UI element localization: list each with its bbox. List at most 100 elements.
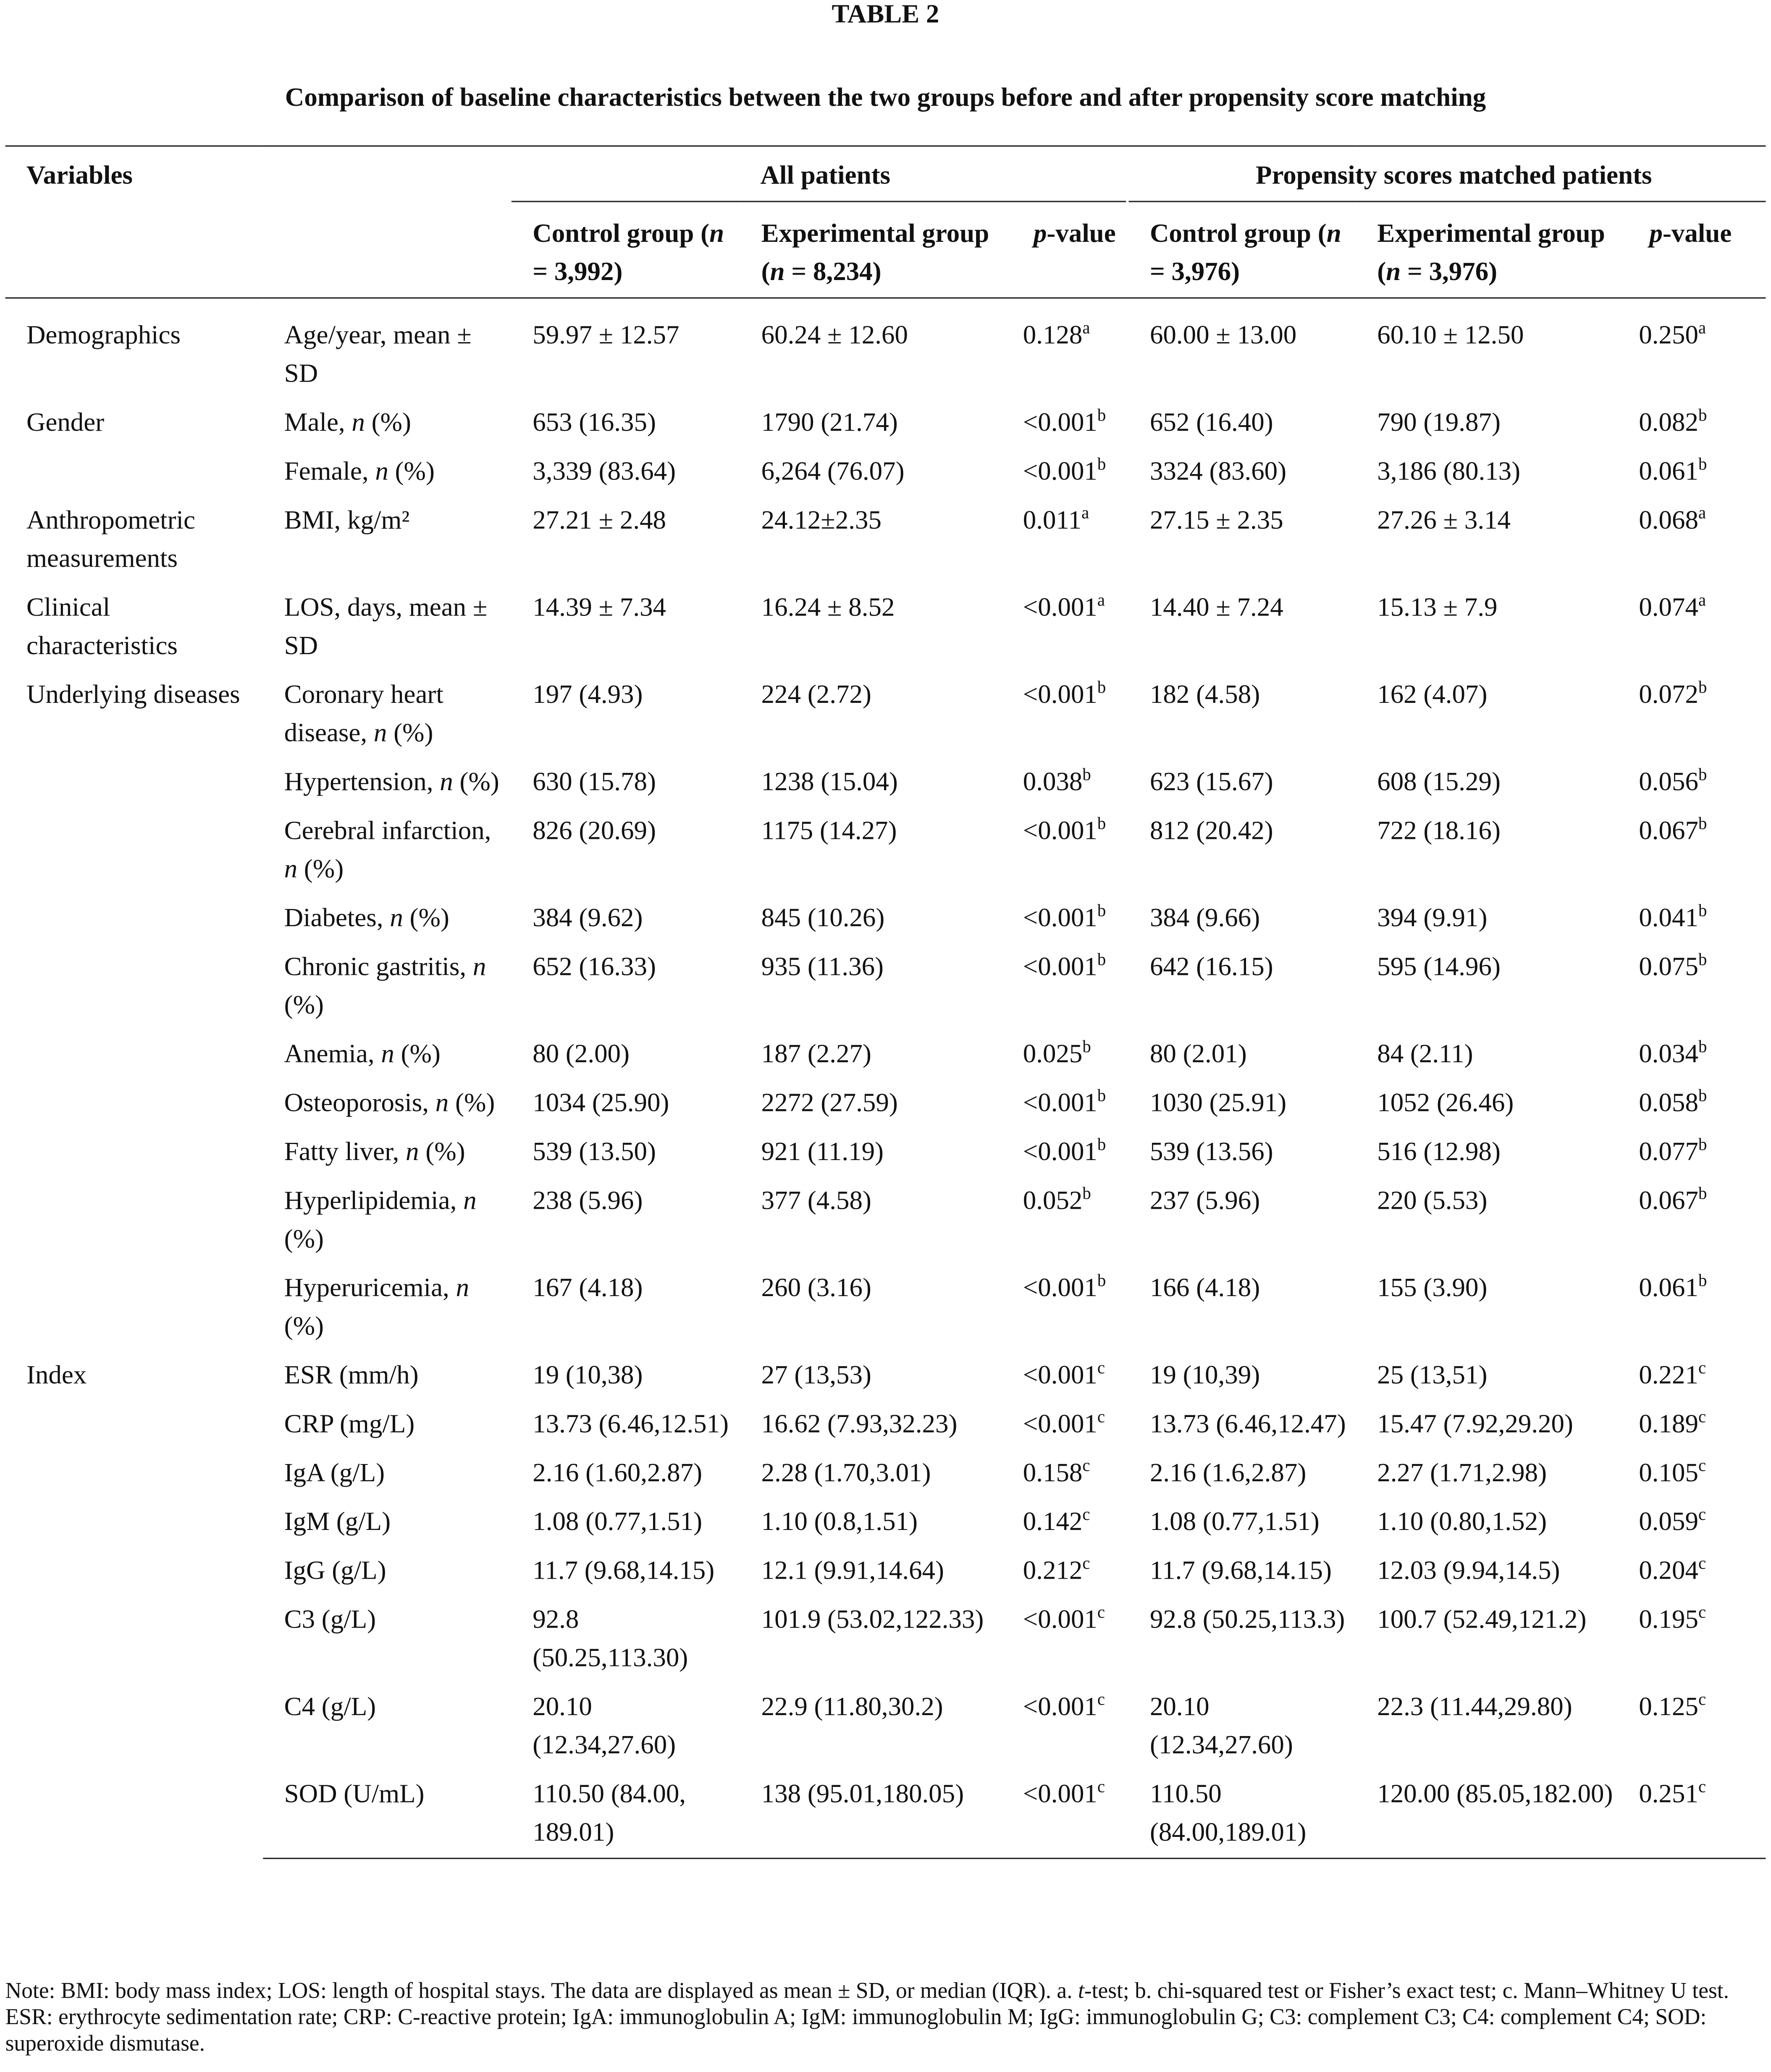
table-row: IgA (g/L) 2.16 (1.60,2.87) 2.28 (1.70,3.01…: [5, 1449, 1766, 1498]
value-cell: 1.10 (0.8,1.51): [761, 1507, 918, 1537]
column-header: Experimental group (n = 3,976): [1356, 201, 1629, 299]
header-row: Control group (n = 3,992) Experimental gr…: [5, 201, 1766, 299]
p-value: <0.001: [1023, 593, 1097, 623]
column-header: p-value: [1012, 201, 1126, 299]
value-cell: 20.10 (12.34,27.60): [1149, 1692, 1293, 1760]
value-cell: 24.12±2.35: [761, 506, 882, 535]
variable-label: Age/year, mean ± SD: [284, 321, 472, 389]
footnote-mark: c: [1097, 1776, 1105, 1796]
p-value: <0.001: [1023, 408, 1097, 437]
p-value: <0.001: [1023, 1409, 1097, 1439]
value-cell: 12.1 (9.91,14.64): [761, 1556, 944, 1586]
p-value: 0.038: [1023, 768, 1083, 797]
footnote-mark: a: [1097, 589, 1105, 610]
p-value: 0.061: [1639, 1273, 1698, 1303]
value-cell: 6,264 (76.07): [761, 457, 905, 487]
table-row: Female, n (%) 3,339 (83.64) 6,264 (76.07) <…: [5, 448, 1766, 497]
table-row: Osteoporosis, n (%) 1034 (25.90) 2272 (27.…: [5, 1079, 1766, 1128]
footnote-mark: a: [1082, 317, 1090, 338]
footnote-mark: b: [1698, 405, 1707, 425]
p-value-cell: 0.025b: [1013, 1031, 1126, 1079]
column-header: Control group (n = 3,992): [511, 201, 740, 299]
value-cell: 812 (20.42): [1149, 816, 1273, 846]
p-value: 0.250: [1639, 321, 1698, 350]
table-row: Underlying diseases Coronary heart diseas…: [5, 671, 1766, 759]
variable-label: ESR (mm/h): [284, 1361, 419, 1390]
p-value-cell: 0.034b: [1628, 1031, 1766, 1079]
table-row: Anemia, n (%) 80 (2.00) 187 (2.27) 0.025b 80…: [5, 1031, 1766, 1079]
value-cell: 224 (2.72): [761, 680, 871, 710]
p-value-cell: <0.001c: [1013, 1683, 1126, 1771]
footnote-mark: a: [1698, 589, 1706, 610]
value-cell: 539 (13.56): [1149, 1137, 1273, 1167]
value-cell: 384 (9.62): [533, 904, 643, 933]
footnote-mark: b: [1698, 764, 1707, 784]
table-row: IgG (g/L) 11.7 (9.68,14.15) 12.1 (9.91,14.…: [5, 1547, 1766, 1596]
p-value-cell: <0.001c: [1012, 1770, 1126, 1859]
p-value: 0.251: [1639, 1780, 1698, 1809]
footnote-mark: c: [1082, 1455, 1090, 1475]
p-value: <0.001: [1023, 680, 1097, 710]
footnote-mark: c: [1097, 1406, 1105, 1426]
p-value-cell: 0.142c: [1013, 1498, 1126, 1547]
variable-label: CRP (mg/L): [284, 1409, 415, 1439]
header-cell: Propensity scores matched patients: [1128, 145, 1766, 202]
p-value: 0.072: [1639, 680, 1698, 710]
value-cell: 138 (95.01,180.05): [740, 1770, 1013, 1859]
value-cell: 516 (12.98): [1377, 1137, 1501, 1167]
p-value: 0.067: [1639, 816, 1698, 846]
footnote-mark: b: [1698, 1134, 1707, 1154]
table-row: Anthropometric measurements BMI, kg/m² 27.…: [5, 497, 1766, 584]
p-value-cell: 0.056b: [1628, 758, 1766, 807]
footnote-mark: b: [1698, 1036, 1707, 1056]
footnote-mark: b: [1097, 677, 1106, 697]
footnote-mark: b: [1698, 949, 1707, 969]
table-row: IgM (g/L) 1.08 (0.77,1.51) 1.10 (0.8,1.51)…: [5, 1498, 1766, 1547]
value-cell: 623 (15.67): [1149, 768, 1273, 797]
table-row: Demographics Age/year, mean ± SD 59.97 ± 1…: [5, 298, 1766, 399]
p-value-cell: 0.075b: [1628, 943, 1766, 1031]
value-cell: 13.73 (6.46,12.51): [533, 1409, 729, 1439]
value-cell: 92.8 (50.25,113.3): [1149, 1605, 1345, 1635]
column-header: p-value: [1628, 201, 1766, 299]
p-value-cell: 0.061b: [1628, 448, 1766, 497]
p-value: 0.189: [1639, 1409, 1698, 1439]
value-cell: 394 (9.91): [1377, 904, 1488, 933]
p-value: 0.221: [1639, 1361, 1698, 1390]
value-cell: 197 (4.93): [533, 680, 643, 710]
value-cell: 13.73 (6.46,12.47): [1149, 1409, 1346, 1439]
footnote-mark: b: [1097, 1134, 1106, 1154]
p-value-cell: 0.128a: [1013, 298, 1126, 399]
value-cell: 12.03 (9.94,14.5): [1377, 1556, 1560, 1586]
p-value: 0.142: [1023, 1507, 1083, 1537]
value-cell: 14.39 ± 7.34: [533, 593, 666, 623]
p-value-cell: 0.251c: [1628, 1770, 1766, 1859]
value-cell: 3,186 (80.13): [1377, 457, 1521, 487]
value-cell: 1.08 (0.77,1.51): [533, 1507, 703, 1537]
value-cell: 80 (2.00): [533, 1040, 630, 1069]
footnote-mark: c: [1082, 1504, 1090, 1524]
footnote-mark: b: [1097, 453, 1106, 474]
value-cell: 27.26 ± 3.14: [1377, 506, 1511, 535]
value-cell: 2272 (27.59): [761, 1089, 898, 1118]
footnote-mark: c: [1698, 1776, 1706, 1796]
value-cell: 595 (14.96): [1377, 952, 1501, 982]
value-cell: 2.16 (1.60,2.87): [533, 1459, 703, 1488]
value-cell: 722 (18.16): [1377, 816, 1501, 846]
footnote-mark: b: [1097, 900, 1106, 920]
p-value: 0.034: [1639, 1040, 1698, 1069]
value-cell: 16.24 ± 8.52: [761, 593, 895, 623]
footnote-mark: b: [1097, 1085, 1106, 1105]
footnote-mark: c: [1097, 1602, 1105, 1622]
value-cell: 1030 (25.91): [1149, 1089, 1287, 1118]
value-cell: 19 (10,38): [533, 1361, 643, 1390]
p-value-cell: 0.125c: [1628, 1683, 1766, 1771]
p-value-cell: 0.068a: [1628, 497, 1766, 584]
value-cell: 15.13 ± 7.9: [1377, 593, 1498, 623]
p-value-cell: 0.221c: [1628, 1352, 1766, 1400]
value-cell: 27 (13,53): [761, 1361, 871, 1390]
footnote-mark: c: [1097, 1689, 1105, 1709]
p-value-cell: 0.250a: [1628, 298, 1766, 399]
p-value-cell: 0.061b: [1628, 1265, 1766, 1352]
